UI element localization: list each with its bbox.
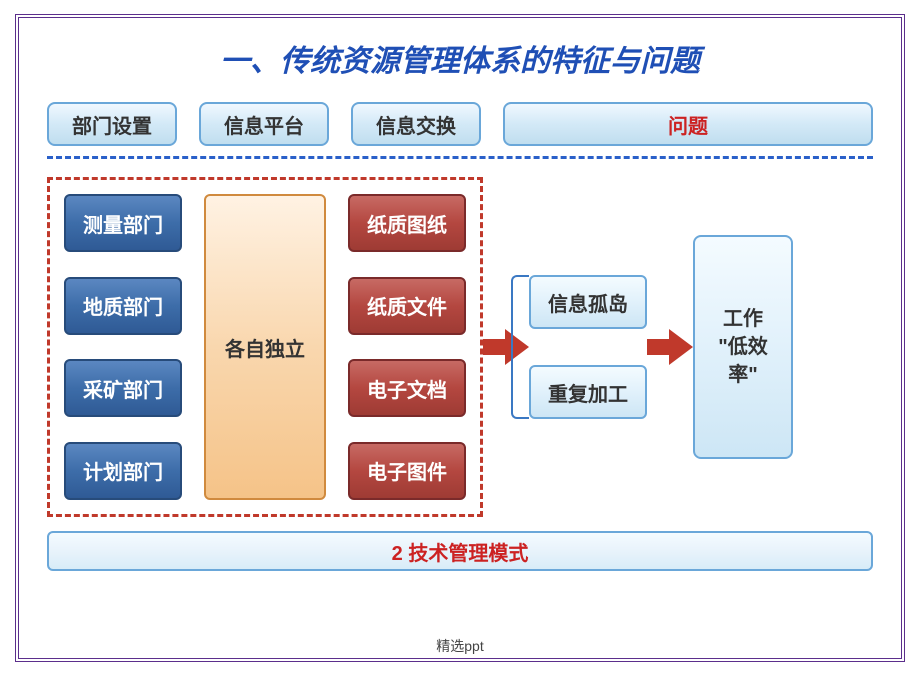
center-independent: 各自独立 (204, 194, 326, 500)
slide-frame: 一、传统资源管理体系的特征与问题 部门设置 信息平台 信息交换 问题 测量部门 … (15, 14, 905, 662)
mid-column: 信息孤岛 重复加工 (529, 275, 647, 419)
tab-row: 部门设置 信息平台 信息交换 问题 (47, 102, 873, 146)
result-box: 工作"低效率" (693, 235, 793, 459)
node-island: 信息孤岛 (529, 275, 647, 329)
bottom-bar: 2 技术管理模式 (47, 531, 873, 571)
tab-dept[interactable]: 部门设置 (47, 102, 177, 146)
doc-column: 纸质图纸 纸质文件 电子文档 电子图件 (348, 194, 466, 500)
tab-exchange[interactable]: 信息交换 (351, 102, 481, 146)
tab-platform[interactable]: 信息平台 (199, 102, 329, 146)
bracket-icon (511, 275, 529, 419)
dept-survey: 测量部门 (64, 194, 182, 252)
dept-plan: 计划部门 (64, 442, 182, 500)
dashed-group: 测量部门 地质部门 采矿部门 计划部门 各自独立 纸质图纸 纸质文件 电子文档 … (47, 177, 483, 517)
doc-e-drawing: 电子图件 (348, 442, 466, 500)
result-text: 工作"低效率" (718, 305, 767, 389)
arrow-2 (647, 317, 693, 377)
footer-text: 精选ppt (19, 636, 901, 656)
dept-geology: 地质部门 (64, 277, 182, 335)
doc-paper-drawing: 纸质图纸 (348, 194, 466, 252)
dept-column: 测量部门 地质部门 采矿部门 计划部门 (64, 194, 182, 500)
doc-paper-file: 纸质文件 (348, 277, 466, 335)
doc-e-file: 电子文档 (348, 359, 466, 417)
main-flow: 测量部门 地质部门 采矿部门 计划部门 各自独立 纸质图纸 纸质文件 电子文档 … (47, 177, 873, 517)
slide-title: 一、传统资源管理体系的特征与问题 (47, 36, 873, 80)
dept-mining: 采矿部门 (64, 359, 182, 417)
dashed-separator (47, 156, 873, 159)
tab-problem[interactable]: 问题 (503, 102, 873, 146)
node-rework: 重复加工 (529, 365, 647, 419)
